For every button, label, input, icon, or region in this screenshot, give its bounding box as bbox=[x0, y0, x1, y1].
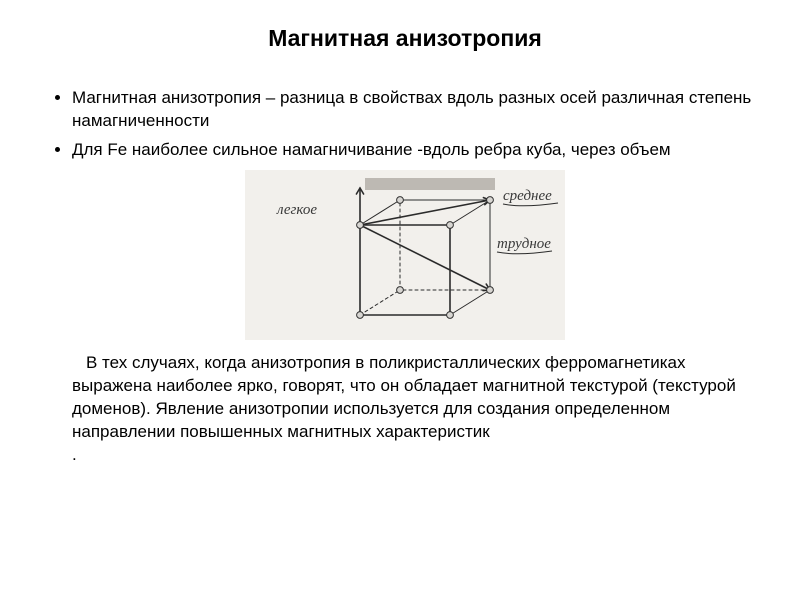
slide-title: Магнитная анизотропия bbox=[50, 25, 760, 52]
bottom-paragraph: В тех случаях, когда анизотропия в полик… bbox=[50, 352, 760, 467]
bottom-text: В тех случаях, когда анизотропия в полик… bbox=[72, 353, 736, 441]
bullet-item: Магнитная анизотропия – разница в свойст… bbox=[72, 87, 760, 133]
bullet-item: Для Fe наиболее сильное намагничивание -… bbox=[72, 139, 760, 162]
svg-text:среднее: среднее bbox=[503, 188, 552, 204]
slide: Магнитная анизотропия Магнитная анизотро… bbox=[0, 0, 800, 600]
cube-diagram: легкое среднее трудное bbox=[245, 170, 565, 340]
figure-container: легкое среднее трудное bbox=[50, 170, 760, 340]
bullet-list: Магнитная анизотропия – разница в свойст… bbox=[50, 87, 760, 162]
bottom-dot: . bbox=[72, 445, 77, 464]
svg-text:трудное: трудное bbox=[497, 236, 551, 252]
svg-text:легкое: легкое bbox=[276, 202, 317, 218]
